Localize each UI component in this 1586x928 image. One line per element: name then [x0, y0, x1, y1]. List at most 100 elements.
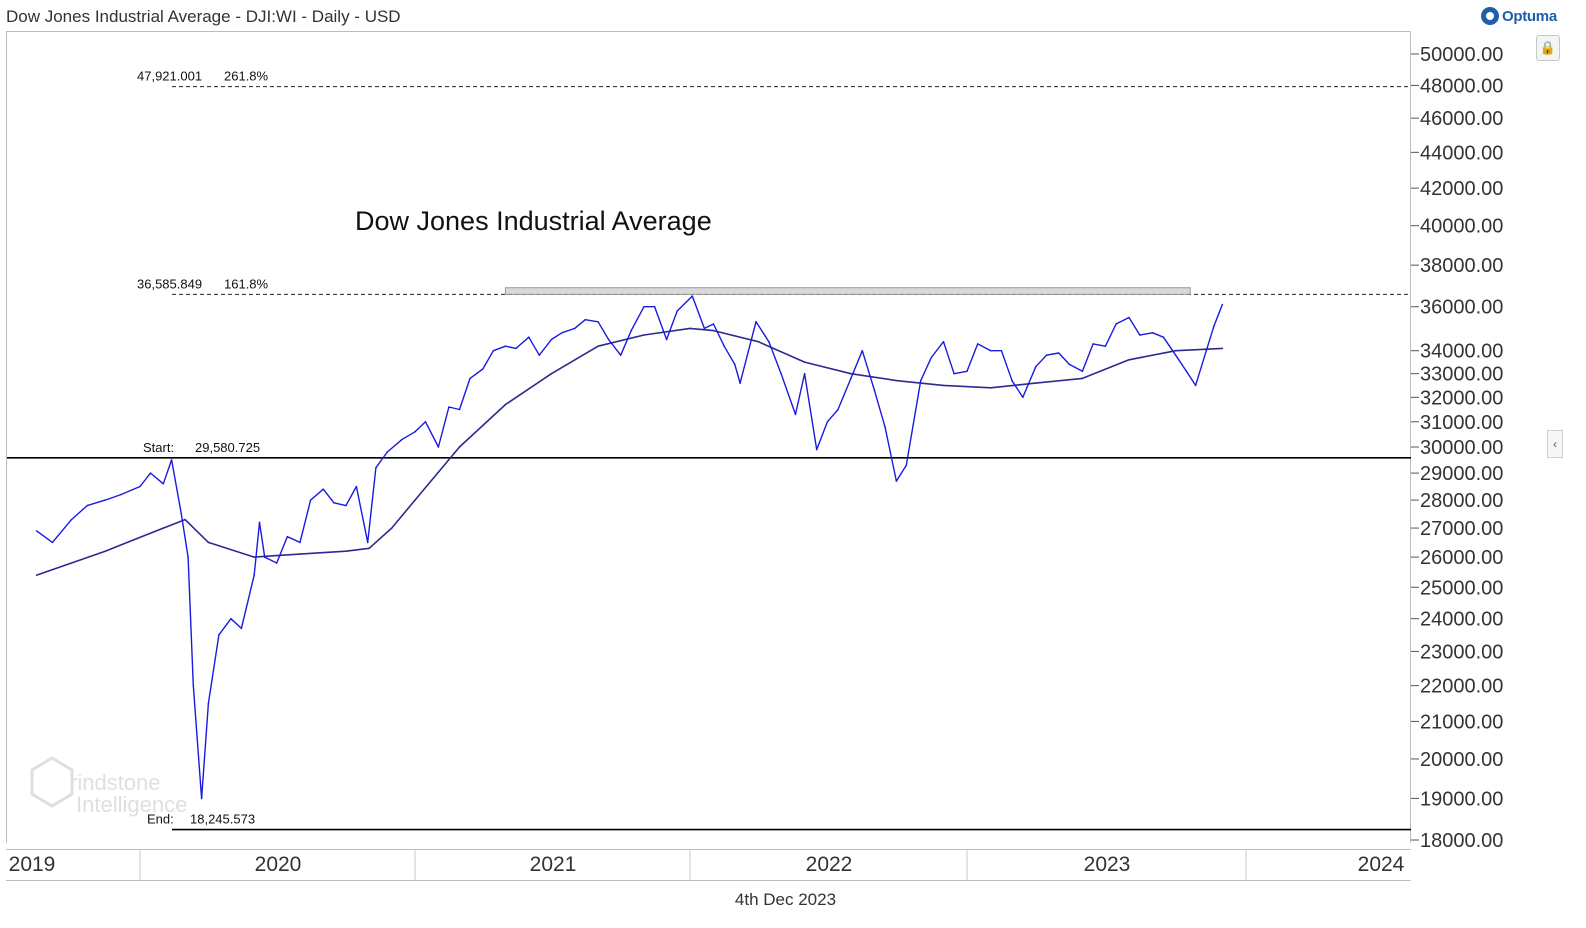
price-point	[35, 530, 38, 532]
ma-point	[504, 403, 507, 406]
price-point	[170, 459, 173, 461]
price-point	[263, 556, 266, 558]
y-tick-label: 34000.00	[1420, 341, 1503, 363]
y-tick-label: 44000.00	[1420, 142, 1503, 164]
y-tick-label: 29000.00	[1420, 463, 1503, 485]
price-point	[723, 345, 725, 348]
price-point	[240, 627, 243, 630]
y-tick-label: 32000.00	[1420, 387, 1503, 409]
y-tick-label: 18000.00	[1420, 830, 1503, 852]
ma-point	[414, 499, 416, 501]
level-label-3: End:	[147, 812, 174, 827]
price-point	[230, 617, 232, 620]
level-label-2: Start:	[143, 440, 174, 455]
price-point	[550, 338, 553, 341]
price-point	[187, 556, 189, 558]
price-point	[366, 541, 369, 544]
price-series-path	[36, 295, 1223, 800]
price-point	[492, 349, 495, 352]
price-point	[70, 518, 73, 521]
watermark-hex-icon	[30, 756, 74, 808]
price-point	[1205, 349, 1208, 352]
price-point	[345, 504, 347, 507]
price-point	[643, 305, 645, 308]
price-point	[1194, 384, 1197, 387]
y-axis: 18000.00 19000.00 20000.00 21000.00 22000.00…	[1411, 44, 1503, 852]
ma-point	[1128, 359, 1130, 361]
price-point	[837, 408, 839, 411]
price-point	[873, 389, 876, 392]
x-tick-label: 2021	[530, 853, 577, 876]
price-point	[895, 480, 898, 482]
price-point	[469, 377, 471, 380]
price-point	[919, 379, 922, 382]
level-pct-3: 18,245.573	[190, 812, 255, 827]
ma-point	[803, 361, 806, 363]
optuma-logo: Optuma	[1481, 5, 1557, 27]
price-point	[1057, 352, 1060, 354]
price-point	[930, 356, 933, 359]
price-point	[1011, 379, 1013, 382]
price-point	[1162, 336, 1165, 339]
price-point	[149, 472, 152, 474]
price-point	[1035, 365, 1037, 368]
ma-point	[299, 553, 301, 555]
price-point	[322, 488, 325, 491]
price-point	[1115, 323, 1117, 325]
optuma-logo-icon	[1481, 7, 1499, 25]
price-point	[573, 327, 576, 330]
price-point	[424, 421, 427, 423]
price-point	[755, 321, 757, 323]
lock-icon[interactable]: 🔒	[1536, 35, 1560, 61]
resistance-band	[504, 287, 1191, 295]
price-point	[437, 446, 440, 448]
price-point	[458, 408, 461, 411]
price-point	[739, 382, 741, 384]
price-point	[86, 504, 88, 507]
price-point	[584, 318, 587, 321]
y-tick-label: 48000.00	[1420, 75, 1503, 97]
price-point	[619, 354, 622, 357]
price-point	[1128, 316, 1130, 319]
price-point	[1104, 345, 1107, 348]
watermark-line-1: rindstone	[70, 770, 161, 795]
price-point	[538, 354, 541, 357]
y-tick-label: 25000.00	[1420, 577, 1503, 599]
price-point	[691, 295, 694, 297]
ma-point	[550, 372, 553, 375]
ma-point	[345, 550, 347, 552]
x-tick-label: 2019	[9, 853, 56, 876]
level-label-0: 47,921.001	[137, 69, 202, 84]
ma-point	[368, 547, 371, 550]
ma-point	[458, 446, 461, 448]
price-point	[333, 502, 335, 504]
plot-area[interactable]	[6, 31, 1411, 843]
price-point	[768, 340, 770, 343]
price-point	[597, 321, 599, 323]
ma-point	[162, 527, 165, 529]
price-point	[861, 349, 864, 352]
x-tick-label: 2022	[806, 853, 853, 876]
y-tick-label: 28000.00	[1420, 490, 1503, 512]
price-point	[162, 483, 165, 485]
resistance-band-rect	[504, 287, 1191, 295]
price-point	[1068, 363, 1071, 366]
price-point	[1213, 325, 1215, 328]
level-lines: 47,921.001 261.8% 36,585.849 161.8% Start: 29…	[7, 69, 1411, 831]
ma-point	[896, 379, 898, 382]
ma-point	[35, 574, 38, 576]
chart-date-footer: 4th Dec 2023	[734, 890, 837, 909]
y-tick-label: 23000.00	[1420, 641, 1503, 663]
y-tick-label: 46000.00	[1420, 108, 1503, 130]
chevron-left-icon[interactable]: ‹	[1547, 430, 1563, 458]
y-tick-label: 20000.00	[1420, 749, 1503, 771]
price-point	[448, 406, 450, 408]
price-point	[803, 372, 806, 375]
price-point	[905, 464, 908, 467]
x-tick-label: 2024	[1358, 853, 1405, 876]
price-point	[192, 684, 195, 687]
price-point	[734, 363, 736, 366]
price-point	[1000, 349, 1003, 352]
price-point	[815, 448, 818, 451]
price-point	[703, 327, 706, 330]
